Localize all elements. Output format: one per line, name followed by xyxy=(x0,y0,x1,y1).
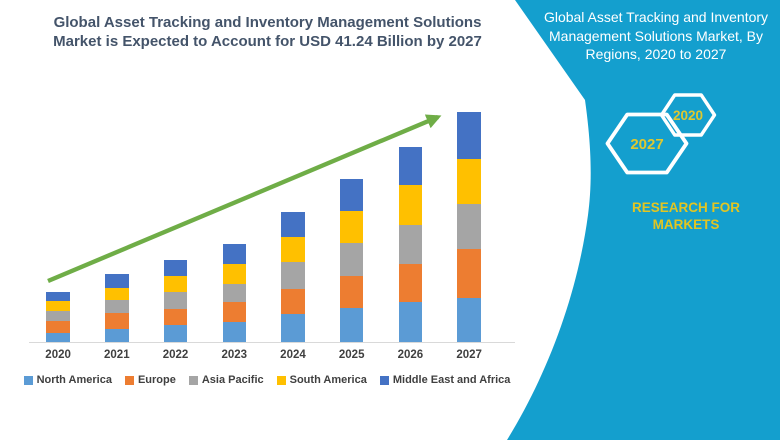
bar-segment-middle-east-and-africa-2020 xyxy=(46,291,70,302)
legend-label: Asia Pacific xyxy=(201,374,264,386)
bar-segment-middle-east-and-africa-2022 xyxy=(163,259,188,277)
bar-segment-north-america-2025 xyxy=(340,308,364,342)
x-axis-line xyxy=(29,342,515,343)
legend-swatch-icon xyxy=(188,375,198,385)
bar-segment-europe-2024 xyxy=(281,288,305,314)
bar-segment-middle-east-and-africa-2024 xyxy=(281,212,305,237)
hexagon-label-2020: 2020 xyxy=(672,108,704,123)
legend-item-asia-pacific: Asia Pacific xyxy=(188,374,264,386)
bar-segment-north-america-2027 xyxy=(457,298,481,342)
bar-segment-north-america-2020 xyxy=(46,332,70,342)
legend-swatch-icon xyxy=(379,375,389,385)
legend-label: South America xyxy=(289,374,367,386)
trend-arrow-line xyxy=(47,114,442,284)
chart-legend: North America Europe Asia Pacific South Ame… xyxy=(20,374,514,386)
bar-segment-north-america-2022 xyxy=(163,325,188,342)
x-axis-label-2025: 2025 xyxy=(338,349,365,361)
bar-segment-middle-east-and-africa-2025 xyxy=(340,178,364,212)
bar-segment-asia-pacific-2027 xyxy=(457,203,481,250)
bar-segment-south-america-2020 xyxy=(46,301,70,312)
bar-segment-north-america-2026 xyxy=(398,301,423,342)
x-axis-label-2021: 2021 xyxy=(104,349,130,361)
legend-swatch-icon xyxy=(124,375,134,385)
bar-segment-europe-2020 xyxy=(46,321,70,333)
bar-segment-europe-2021 xyxy=(105,313,129,329)
bar-segment-europe-2025 xyxy=(340,276,364,309)
legend-item-south-america: South America xyxy=(276,374,367,386)
legend-item-europe: Europe xyxy=(124,374,176,386)
legend-swatch-icon xyxy=(23,375,33,385)
bar-segment-europe-2027 xyxy=(457,249,481,299)
bar-segment-middle-east-and-africa-2027 xyxy=(457,112,481,159)
legend-swatch-icon xyxy=(276,375,286,385)
x-axis-label-2026: 2026 xyxy=(397,349,424,361)
legend-label: Europe xyxy=(137,374,176,386)
x-axis-label-2020: 2020 xyxy=(45,349,71,361)
hexagon-label-2027: 2027 xyxy=(630,136,664,153)
bar-segment-asia-pacific-2026 xyxy=(398,225,423,264)
bar-segment-middle-east-and-africa-2026 xyxy=(398,146,423,186)
bar-segment-north-america-2023 xyxy=(222,321,246,342)
bar-segment-europe-2023 xyxy=(222,301,246,322)
bar-segment-north-america-2021 xyxy=(105,328,129,342)
bar-segment-middle-east-and-africa-2021 xyxy=(105,273,129,288)
bar-segment-south-america-2024 xyxy=(281,236,305,263)
bar-segment-south-america-2022 xyxy=(163,276,188,292)
bar-segment-asia-pacific-2025 xyxy=(340,243,364,277)
bar-segment-asia-pacific-2020 xyxy=(46,311,70,322)
legend-label: Middle East and Africa xyxy=(392,374,511,386)
x-axis-label-2024: 2024 xyxy=(280,349,306,361)
bar-segment-south-america-2021 xyxy=(105,287,129,300)
legend-label: North America xyxy=(36,374,112,386)
bar-segment-asia-pacific-2022 xyxy=(163,291,188,309)
x-axis-label-2022: 2022 xyxy=(162,349,189,361)
x-axis-label-2027: 2027 xyxy=(456,349,482,361)
x-axis-label-2023: 2023 xyxy=(221,349,248,361)
bar-segment-europe-2026 xyxy=(398,263,423,302)
legend-item-north-america: North America xyxy=(23,374,112,386)
brand-text: RESEARCH FOR MARKETS xyxy=(631,200,740,232)
bar-segment-north-america-2024 xyxy=(281,313,305,342)
bar-segment-asia-pacific-2021 xyxy=(105,299,129,314)
legend-item-middle-east-and-africa: Middle East and Africa xyxy=(379,374,511,386)
bar-segment-south-america-2023 xyxy=(222,263,246,284)
bar-segment-asia-pacific-2023 xyxy=(222,283,246,302)
bar-segment-south-america-2026 xyxy=(398,185,423,226)
side-panel-title: Global Asset Tracking and Inventory Mana… xyxy=(543,9,769,62)
bar-segment-south-america-2027 xyxy=(457,158,481,204)
chart-title: Global Asset Tracking and Inventory Mana… xyxy=(53,14,482,50)
bar-segment-south-america-2025 xyxy=(340,211,364,244)
bar-segment-middle-east-and-africa-2023 xyxy=(222,243,246,264)
bar-segment-europe-2022 xyxy=(163,308,188,326)
bar-segment-asia-pacific-2024 xyxy=(281,262,305,289)
